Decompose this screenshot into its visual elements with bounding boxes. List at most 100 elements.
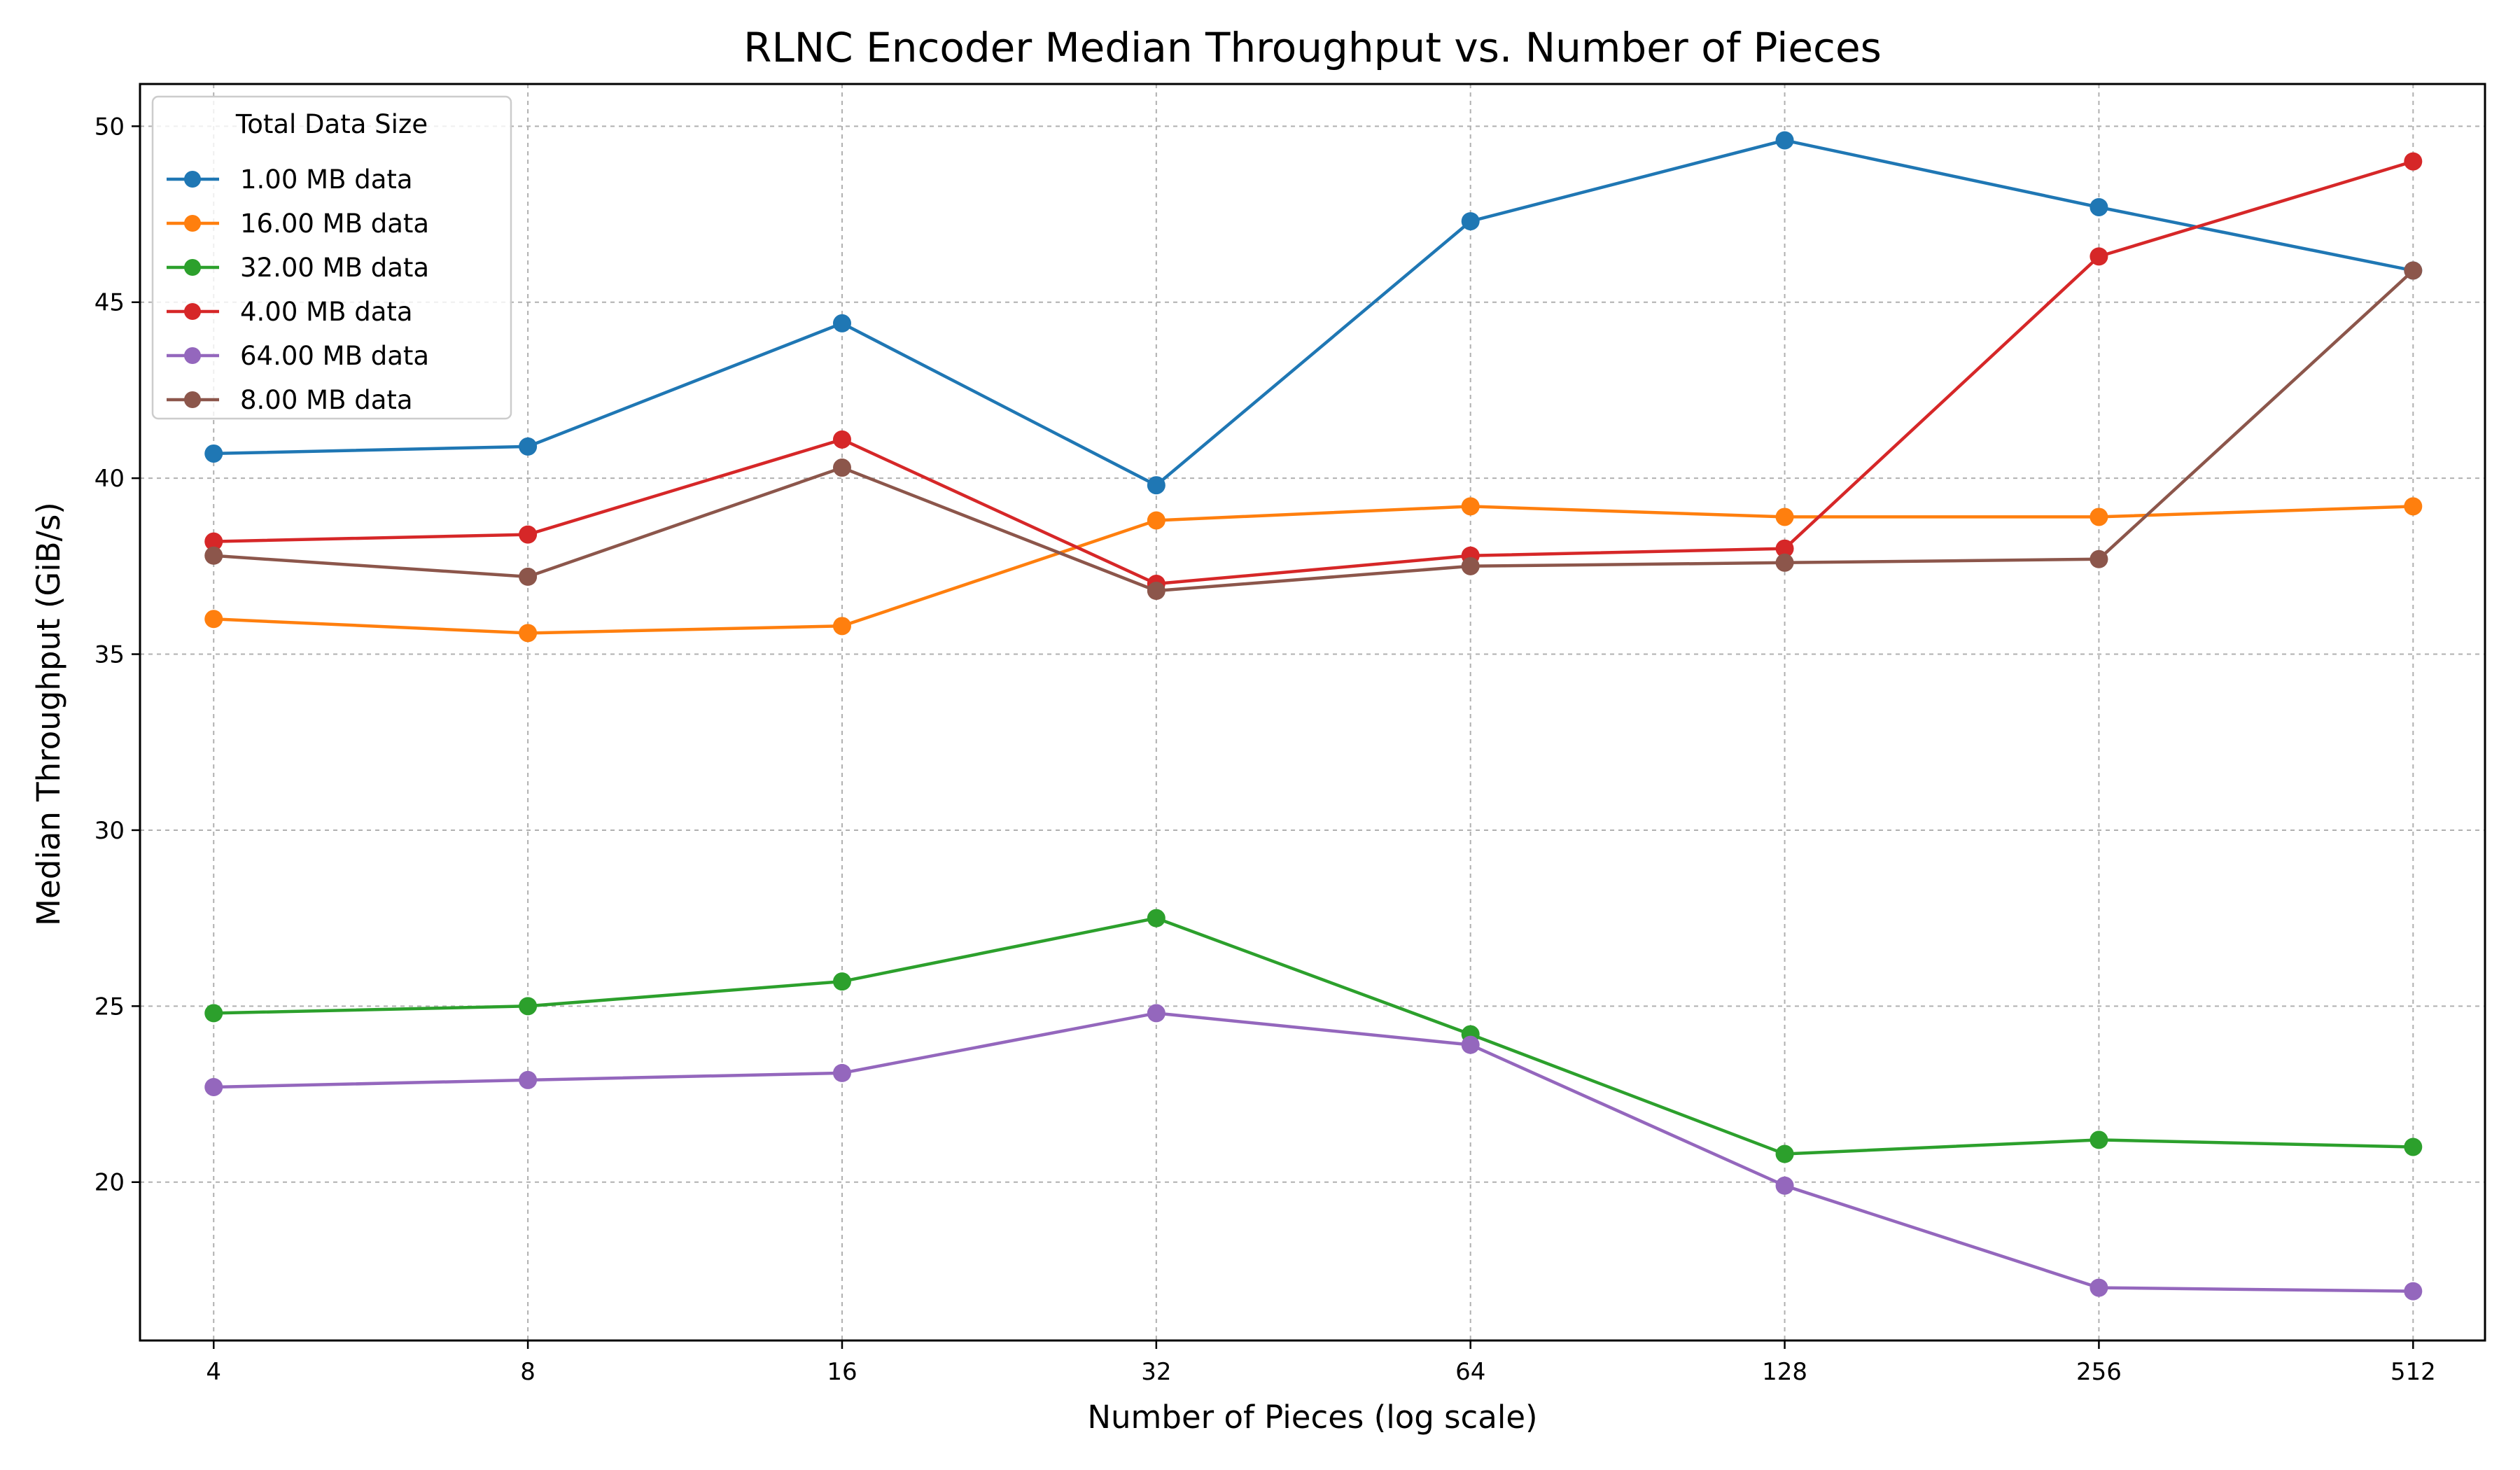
legend-items: 1.00 MB data 16.00 MB data 32.00 MB data 4.… xyxy=(167,164,429,415)
data-point xyxy=(1775,1176,1794,1195)
data-point xyxy=(519,1070,538,1089)
data-point xyxy=(832,617,851,636)
y-tick-label: 50 xyxy=(94,113,125,141)
data-point xyxy=(1775,131,1794,150)
data-point xyxy=(832,1063,851,1082)
series-4 xyxy=(204,152,2423,593)
series-2 xyxy=(204,497,2423,643)
series-line xyxy=(214,1011,2414,1293)
data-point xyxy=(519,567,538,586)
data-point xyxy=(1461,497,1480,516)
legend-label: 16.00 MB data xyxy=(240,209,429,239)
legend-swatch-marker xyxy=(184,303,201,320)
plot-frame xyxy=(139,83,2486,1342)
data-point xyxy=(832,972,851,991)
series-line xyxy=(214,269,2414,593)
data-point xyxy=(204,546,223,565)
series-6 xyxy=(204,261,2423,601)
data-point xyxy=(2404,497,2423,516)
chart-title: RLNC Encoder Median Throughput vs. Numbe… xyxy=(743,24,1882,71)
data-point xyxy=(519,997,538,1016)
y-tick-label: 20 xyxy=(94,1169,125,1197)
legend-item: 64.00 MB data xyxy=(167,341,429,371)
data-point xyxy=(1775,507,1794,526)
data-point xyxy=(2404,261,2423,280)
series-1 xyxy=(204,131,2423,495)
data-point xyxy=(2404,152,2423,171)
y-tick-label: 30 xyxy=(94,817,125,845)
data-point xyxy=(1147,909,1166,927)
x-tick-label: 16 xyxy=(827,1358,857,1386)
legend: Total Data Size 1.00 MB data 16.00 MB dat… xyxy=(151,95,512,420)
legend-title: Total Data Size xyxy=(235,109,428,139)
legend-label: 4.00 MB data xyxy=(240,297,413,327)
data-point xyxy=(204,532,223,551)
legend-box xyxy=(151,95,512,420)
y-tick-label: 35 xyxy=(94,641,125,669)
data-point xyxy=(2090,197,2108,216)
x-tick-label: 128 xyxy=(1762,1358,1807,1386)
data-point xyxy=(1147,476,1166,495)
legend-label: 64.00 MB data xyxy=(240,341,429,371)
data-point xyxy=(519,437,538,456)
data-point xyxy=(519,525,538,544)
data-point xyxy=(2404,1138,2423,1156)
x-tick-label: 4 xyxy=(206,1358,221,1386)
y-tick-label: 25 xyxy=(94,993,125,1021)
legend-label: 8.00 MB data xyxy=(240,385,413,415)
data-point xyxy=(832,458,851,477)
y-axis-label: Median Throughput (GiB/s) xyxy=(30,502,67,926)
data-point xyxy=(2090,507,2108,526)
legend-item: 16.00 MB data xyxy=(167,209,429,239)
data-point xyxy=(1461,1035,1480,1054)
data-point xyxy=(204,1077,223,1096)
data-point xyxy=(2090,247,2108,266)
legend-item: 1.00 MB data xyxy=(167,164,413,195)
x-axis-label: Number of Pieces (log scale) xyxy=(1087,1399,1537,1436)
data-point xyxy=(2090,1130,2108,1149)
data-point xyxy=(2090,550,2108,568)
x-tick-label: 64 xyxy=(1455,1358,1485,1386)
series-line xyxy=(214,160,2414,586)
data-point xyxy=(1461,212,1480,231)
y-tick-label: 40 xyxy=(94,465,125,493)
data-point xyxy=(204,1004,223,1023)
series-line xyxy=(214,139,2414,487)
legend-item: 4.00 MB data xyxy=(167,297,413,327)
data-point xyxy=(204,444,223,463)
data-point xyxy=(832,430,851,449)
legend-swatch-marker xyxy=(184,347,201,364)
x-tick-label: 512 xyxy=(2390,1358,2436,1386)
data-point xyxy=(2090,1278,2108,1297)
data-point xyxy=(832,314,851,332)
legend-swatch-marker xyxy=(184,171,201,188)
data-point xyxy=(1147,582,1166,601)
legend-swatch-marker xyxy=(184,215,201,232)
data-point xyxy=(1147,511,1166,530)
data-point xyxy=(2404,1282,2423,1301)
data-point xyxy=(1775,1144,1794,1163)
series-line xyxy=(214,505,2414,635)
axis-ticks: 4 8 16 32 64 128 256 512 20 25 30 35 40 45 50 xyxy=(94,113,2436,1386)
data-point xyxy=(1775,553,1794,572)
legend-swatch-marker xyxy=(184,391,201,408)
data-point xyxy=(1147,1004,1166,1023)
legend-label: 32.00 MB data xyxy=(240,253,429,283)
legend-item: 8.00 MB data xyxy=(167,385,413,415)
data-point xyxy=(204,610,223,629)
legend-label: 1.00 MB data xyxy=(240,164,413,195)
data-point xyxy=(1775,539,1794,558)
x-tick-label: 8 xyxy=(520,1358,536,1386)
data-point xyxy=(519,624,538,643)
data-point xyxy=(1461,556,1480,575)
y-tick-label: 45 xyxy=(94,289,125,317)
series-layer xyxy=(204,131,2423,1301)
series-line xyxy=(214,916,2414,1156)
x-tick-label: 256 xyxy=(2076,1358,2122,1386)
series-5 xyxy=(204,1004,2423,1301)
x-tick-label: 32 xyxy=(1141,1358,1171,1386)
legend-swatch-marker xyxy=(184,259,201,276)
legend-item: 32.00 MB data xyxy=(167,253,429,283)
